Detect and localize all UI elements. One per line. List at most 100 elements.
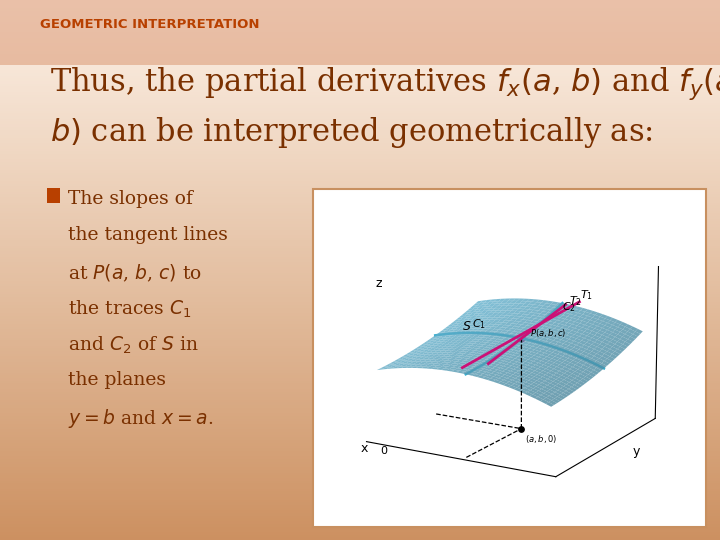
Bar <box>0 389 720 392</box>
Bar <box>0 108 720 111</box>
Bar <box>0 340 720 343</box>
Bar <box>0 5 720 8</box>
Bar <box>0 348 720 351</box>
Bar <box>0 351 720 354</box>
Bar <box>0 310 720 313</box>
Bar <box>0 243 720 246</box>
Bar <box>0 381 720 383</box>
Bar <box>0 494 720 497</box>
Bar <box>0 286 720 289</box>
Bar <box>0 24 720 27</box>
Bar <box>0 305 720 308</box>
Bar <box>0 173 720 176</box>
Bar <box>0 524 720 526</box>
Text: $b)$ can be interpreted geometrically as:: $b)$ can be interpreted geometrically as… <box>50 115 653 150</box>
Bar <box>0 132 720 135</box>
Bar <box>0 346 720 348</box>
Bar <box>0 448 720 451</box>
Bar <box>0 432 720 435</box>
Bar <box>0 429 720 432</box>
Bar <box>0 138 720 140</box>
Text: Thus, the partial derivatives $f_x$$(a$, $b)$ and $f_y$$(a$,: Thus, the partial derivatives $f_x$$(a$,… <box>50 65 720 102</box>
Bar <box>0 211 720 213</box>
Bar <box>0 119 720 122</box>
Bar <box>0 284 720 286</box>
Bar <box>0 335 720 338</box>
Bar <box>0 516 720 518</box>
Bar <box>0 459 720 462</box>
Bar <box>0 508 720 510</box>
Bar <box>0 135 720 138</box>
Bar <box>0 248 720 251</box>
Bar <box>0 224 720 227</box>
Bar <box>0 513 720 516</box>
Bar <box>0 22 720 24</box>
Bar <box>0 343 720 346</box>
Bar <box>0 240 720 243</box>
Bar <box>0 338 720 340</box>
Bar <box>0 383 720 386</box>
Bar <box>0 3 720 5</box>
Bar <box>0 30 720 32</box>
Bar <box>0 491 720 494</box>
Bar <box>0 194 720 197</box>
Bar <box>0 76 720 78</box>
Bar <box>0 297 720 300</box>
Bar <box>0 116 720 119</box>
Bar <box>0 294 720 297</box>
Bar <box>0 192 720 194</box>
Bar <box>0 165 720 167</box>
Bar <box>0 446 720 448</box>
Bar <box>0 235 720 238</box>
Bar <box>0 413 720 416</box>
Bar <box>0 408 720 410</box>
Text: at $P(a$, $b$, $c)$ to: at $P(a$, $b$, $c)$ to <box>68 262 202 284</box>
Bar <box>0 467 720 470</box>
Bar <box>0 200 720 202</box>
Bar <box>0 327 720 329</box>
Bar <box>0 354 720 356</box>
Bar <box>0 127 720 130</box>
Bar <box>0 167 720 170</box>
Bar <box>0 256 720 259</box>
Bar <box>0 502 720 505</box>
Text: the traces $C_1$: the traces $C_1$ <box>68 299 192 320</box>
Bar <box>0 143 720 146</box>
Bar <box>0 124 720 127</box>
Bar <box>0 475 720 478</box>
Bar <box>0 49 720 51</box>
Bar <box>0 216 720 219</box>
Bar <box>0 321 720 324</box>
Bar <box>0 489 720 491</box>
Text: and $C_2$ of $S$ in: and $C_2$ of $S$ in <box>68 335 199 356</box>
Bar <box>0 521 720 524</box>
Bar <box>0 373 720 375</box>
Bar <box>0 86 720 89</box>
Bar <box>0 359 720 362</box>
Bar <box>0 481 720 483</box>
Bar <box>0 140 720 143</box>
Bar <box>0 478 720 481</box>
Bar <box>0 451 720 454</box>
Bar <box>0 35 720 38</box>
Bar <box>0 40 720 43</box>
Bar <box>0 421 720 424</box>
Bar <box>0 265 720 267</box>
Bar <box>0 500 720 502</box>
Bar <box>0 356 720 359</box>
Bar <box>0 402 720 405</box>
Bar <box>0 427 720 429</box>
Bar <box>0 316 720 319</box>
Bar <box>0 262 720 265</box>
Bar <box>0 151 720 154</box>
Bar <box>0 122 720 124</box>
Bar <box>0 157 720 159</box>
Bar <box>0 470 720 472</box>
Bar <box>0 278 720 281</box>
Bar <box>0 16 720 19</box>
Bar <box>0 362 720 364</box>
Text: the planes: the planes <box>68 371 166 389</box>
Bar <box>0 54 720 57</box>
FancyBboxPatch shape <box>313 189 706 526</box>
Bar <box>0 270 720 273</box>
